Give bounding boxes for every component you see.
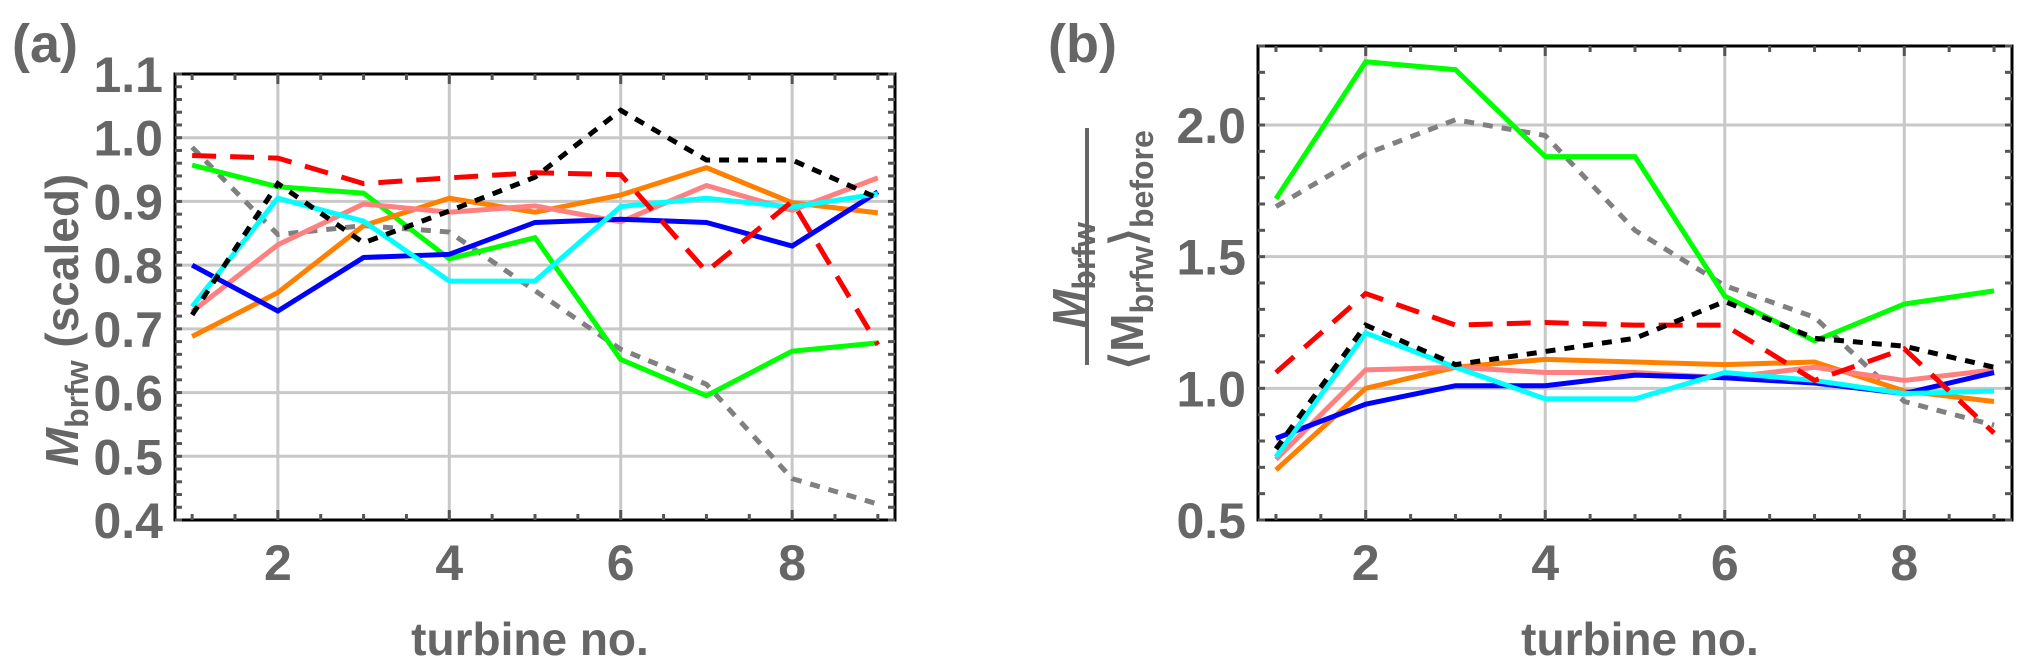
y-tick-label: 1.1 [93,47,163,103]
x-tick-label: 2 [1352,535,1380,591]
panel-a-ticks [175,72,895,522]
y-tick-label: 0.5 [1176,493,1246,549]
panel-a-y-tick-labels: 0.4 0.5 0.6 0.7 0.8 0.9 1.0 1.1 [93,47,163,549]
series-line-green [1273,59,1995,344]
series-line-orange [1274,356,1995,472]
x-tick-label: 8 [1890,535,1918,591]
series-line-cyan [1273,330,1995,459]
panel-b-grid [1258,46,2012,522]
panel-b: (b) 2 4 6 8 0.5 1.0 1.5 2.0 turbine no. Mbrfw … [1043,14,2014,665]
y-tick-label: 1.5 [1176,230,1246,286]
panel-a: (a) 2 4 6 8 0.4 0.5 0.6 0.7 0.8 0.9 1.0 1.1 turbin… [12,14,897,665]
panel-b-x-tick-labels: 2 4 6 8 [1352,535,1918,591]
panel-b-ylabel-den-main: ⟨M [1101,314,1153,370]
panel-b-ylabel-numerator: Mbrfw [1043,222,1102,328]
panel-a-frame [173,72,897,522]
panel-b-ticks [1258,44,2012,522]
panel-b-ylabel-den-sub2: before [1124,130,1160,228]
y-tick-label: 0.6 [93,366,163,422]
panel-b-y-tick-labels: 0.5 1.0 1.5 2.0 [1176,98,1246,549]
y-tick-label: 0.7 [93,302,163,358]
y-tick-label: 0.8 [93,238,163,294]
panel-b-ylabel-num-sub: brfw [1066,222,1102,290]
series-line-orange [191,165,879,339]
series-line-black-dotted [190,107,879,317]
panel-b-x-axis-label: turbine no. [1521,613,1759,665]
y-tick-label: 0.5 [93,429,163,485]
panel-b-label: (b) [1048,14,1117,74]
panel-a-series [190,107,881,507]
y-tick-label: 2.0 [1176,98,1246,154]
y-tick-label: 1.0 [93,111,163,167]
panel-b-frame [1256,44,2014,522]
series-line-red-dashed [192,153,881,347]
series-line-green [191,162,879,399]
panel-a-ylabel-suffix: (scaled) [36,174,88,361]
panel-a-x-tick-labels: 2 4 6 8 [264,535,806,591]
x-tick-label: 8 [778,535,806,591]
panel-a-y-axis-label: Mbrfw (scaled) [36,174,95,467]
y-tick-label: 0.4 [93,493,163,549]
x-tick-label: 6 [1711,535,1739,591]
series-line-black-dotted [1273,298,1995,451]
series-line-pink [1274,364,1995,462]
panel-b-ylabel-den-close: ⟩ [1101,228,1153,246]
panel-b-ylabel-denominator: ⟨Mbrfw⟩before [1101,130,1160,370]
panel-b-ylabel-den-sub1: brfw [1124,246,1160,314]
x-tick-label: 2 [264,535,292,591]
panel-a-ylabel-sub: brfw [59,360,95,428]
panel-a-x-axis-label: turbine no. [411,613,649,665]
x-tick-label: 4 [1531,535,1559,591]
panel-a-ylabel-main: M [36,426,88,466]
y-tick-label: 1.0 [1176,361,1246,417]
panel-a-grid [175,72,895,522]
series-line-red-dashed [1274,290,1996,435]
x-tick-label: 6 [607,535,635,591]
panel-b-y-axis-label: Mbrfw ⟨Mbrfw⟩before [1043,128,1160,370]
series-line-blue [190,189,880,314]
panel-a-label: (a) [12,14,78,74]
series-line-gray-dotted [1274,117,1995,428]
y-tick-label: 0.9 [93,174,163,230]
panel-b-series [1273,59,1996,472]
x-tick-label: 4 [435,535,463,591]
